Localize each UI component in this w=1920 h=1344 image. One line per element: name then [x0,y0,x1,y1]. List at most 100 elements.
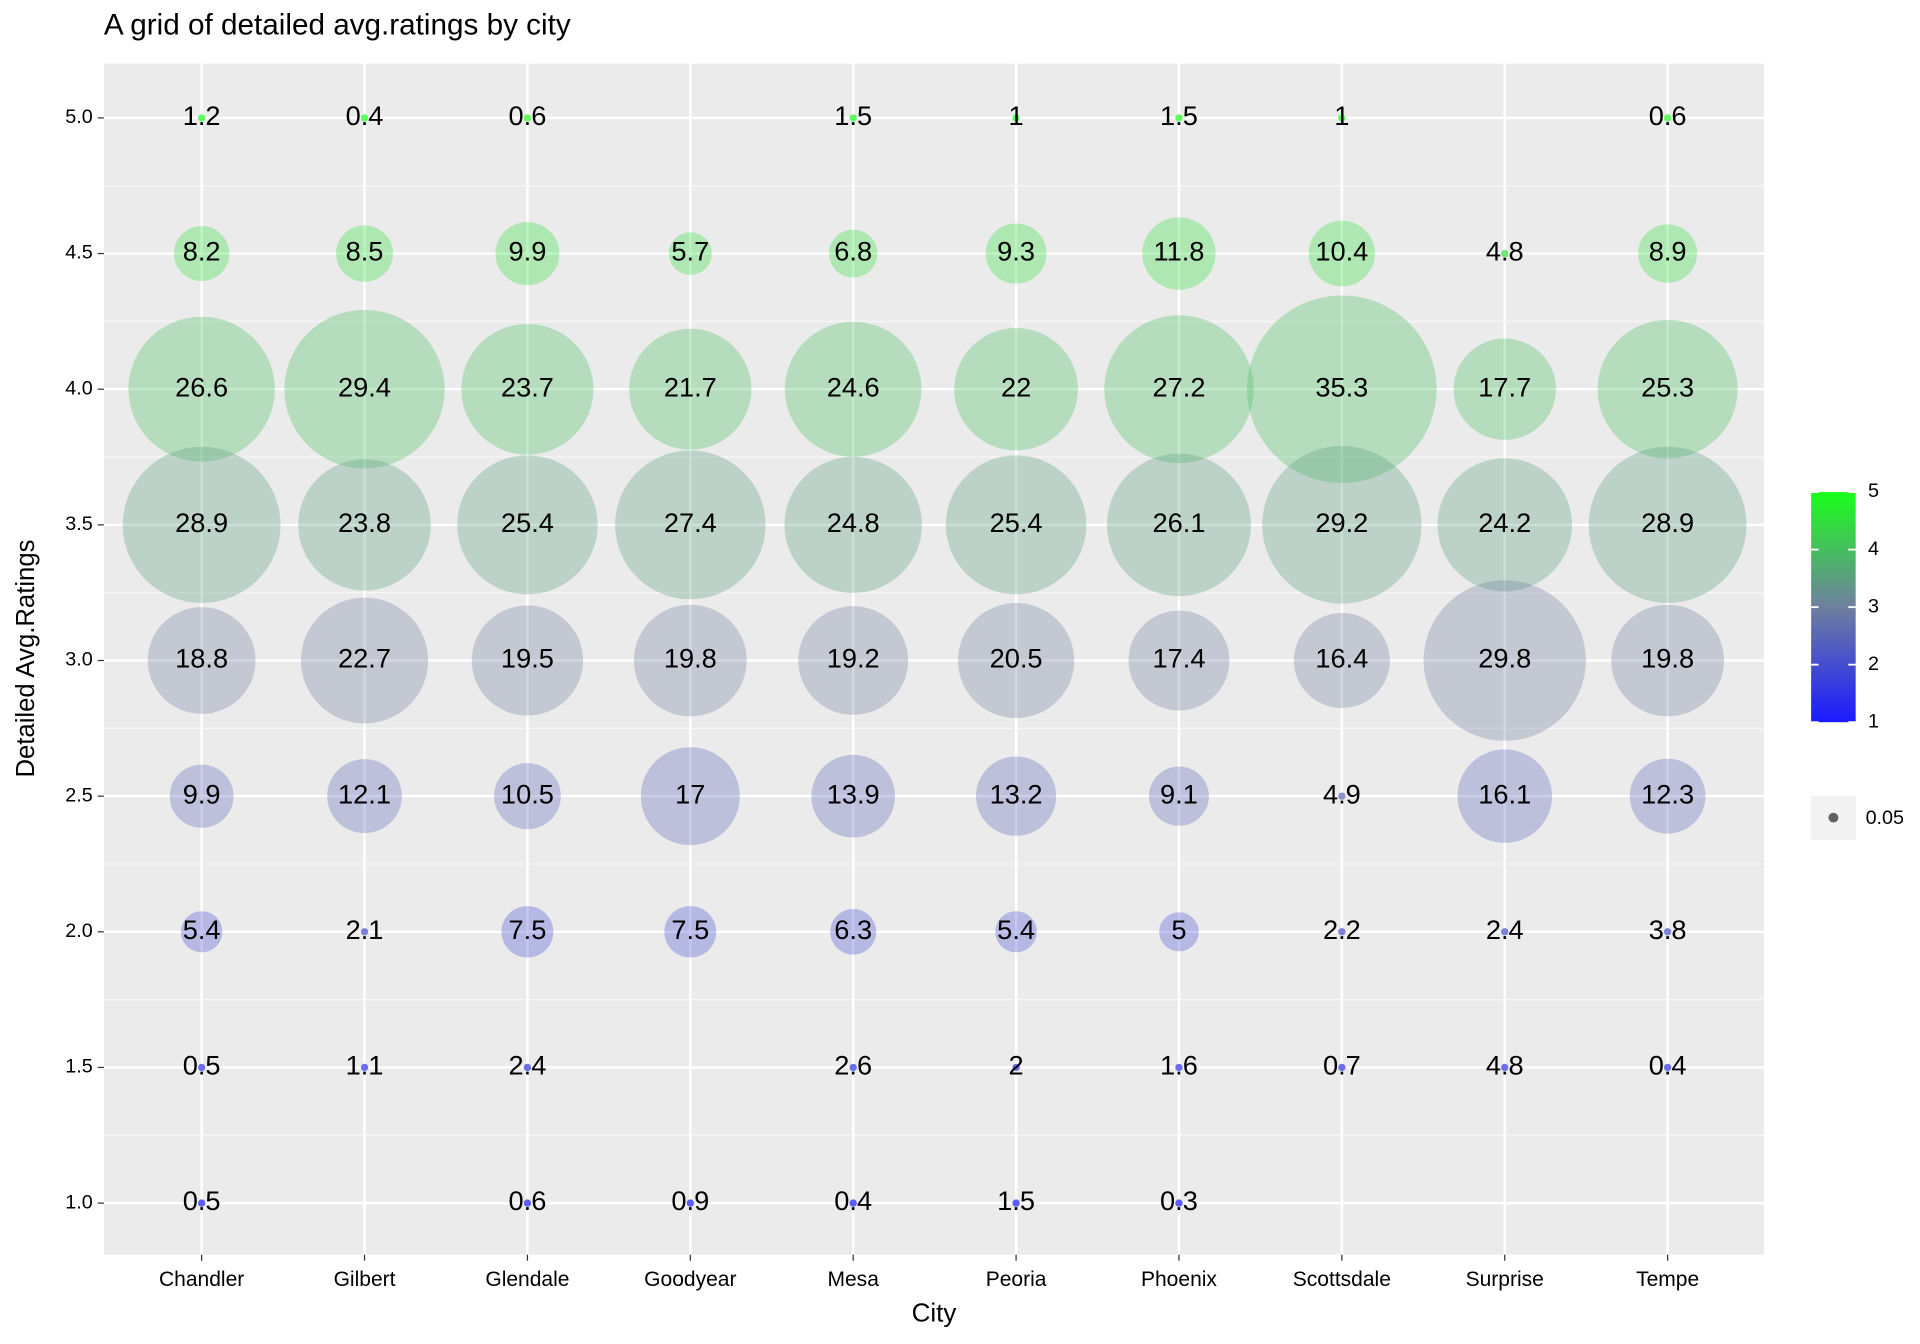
colorbar-label: 3 [1868,595,1879,617]
bubble [1012,1199,1020,1207]
chart-title: A grid of detailed avg.ratings by city [104,9,571,42]
data-label: 2.4 [509,1050,547,1081]
bubble [1338,792,1346,800]
data-label: 0.4 [1649,1050,1687,1081]
data-label: 4.9 [1323,778,1361,809]
data-label: 4.8 [1486,1050,1524,1081]
data-label: 8.5 [346,236,384,267]
bubble [336,225,393,282]
bubble [640,747,740,846]
bubble [1457,749,1553,843]
data-label: 2.6 [834,1050,872,1081]
bubble [668,232,712,275]
data-label: 13.2 [990,778,1043,809]
data-label: 11.8 [1153,236,1204,267]
y-tick-label: 5.0 [65,106,93,128]
bubble [197,1199,206,1207]
data-label: 26.6 [175,371,228,402]
data-label: 12.1 [338,778,391,809]
data-label: 5 [1171,914,1186,945]
data-label: 16.1 [1478,778,1531,809]
data-label: 0.4 [346,100,384,131]
bubble [360,928,369,936]
data-label: 22 [1001,371,1031,402]
y-axis-title: Detailed Avg.Ratings [12,540,40,778]
bubble [945,455,1087,595]
bubble [122,446,281,603]
x-axis-title: City [912,1300,957,1328]
data-label: 2.4 [1486,914,1524,945]
bubble [173,226,230,281]
data-label: 0.6 [1649,100,1687,131]
bubble [849,1199,857,1207]
data-label: 27.2 [1152,371,1205,402]
x-tick-label: Phoenix [1141,1268,1218,1291]
bubble [327,759,402,834]
bubble [633,604,747,717]
bubble [1128,610,1230,711]
data-label: 6.3 [834,914,872,945]
data-label: 5.4 [997,914,1035,945]
bubble [1308,220,1376,287]
data-label: 3.8 [1649,914,1687,945]
data-label: 0.5 [183,1050,221,1081]
bubble [985,223,1047,284]
y-tick-label: 1.5 [65,1056,93,1078]
bubble [1501,928,1509,936]
bubble [169,764,234,828]
data-label: 0.3 [1160,1185,1198,1216]
bubble [664,906,717,958]
bubble [523,1063,532,1072]
size-key-dot [1828,812,1839,823]
data-label: 13.9 [827,778,880,809]
data-label: 35.3 [1315,371,1368,402]
bubble [1142,217,1216,290]
bubble [1501,249,1509,258]
bubble [1338,114,1346,122]
x-tick-label: Peoria [986,1268,1047,1291]
data-label: 17 [675,778,705,809]
bubble [1159,912,1199,952]
data-label: 0.5 [183,1185,221,1216]
x-tick-label: Gilbert [334,1268,396,1291]
x-tick-label: Mesa [827,1268,879,1291]
data-label: 9.1 [1160,778,1198,809]
bubble [784,321,922,457]
data-label: 25.4 [990,507,1043,538]
x-tick-label: Scottsdale [1293,1268,1391,1291]
y-tick-label: 4.0 [65,377,93,399]
x-tick-label: Tempe [1636,1268,1699,1291]
bubble [461,323,594,455]
y-tick-label: 2.5 [65,784,93,806]
data-label: 21.7 [664,371,717,402]
bubble [615,450,766,600]
data-label: 2.2 [1323,914,1361,945]
bubble [1338,928,1346,936]
data-label: 9.3 [997,236,1035,267]
bubble [629,328,752,450]
data-label: 1.5 [1160,100,1198,131]
bubble [1338,1063,1346,1072]
bubble [494,763,561,830]
bubble [1175,1063,1183,1072]
size-legend-label: 0.05 [1866,807,1905,829]
bubble [1104,315,1254,464]
data-label: 24.2 [1478,507,1531,538]
bubble [811,754,896,838]
bubble [1629,758,1706,834]
data-label: 7.5 [509,914,547,945]
colorbar-label: 2 [1868,653,1879,675]
bubble [849,114,857,122]
bubble [1247,295,1437,483]
bubble [197,114,206,122]
bubble [147,607,256,714]
bubble [1175,1199,1183,1207]
y-tick-label: 3.5 [65,513,93,535]
bubble [523,1199,532,1207]
data-label: 8.2 [183,236,221,267]
bubble [954,328,1078,451]
bubble [849,1063,857,1072]
data-label: 16.4 [1315,643,1368,674]
data-label: 19.8 [664,643,717,674]
data-label: 1.5 [834,100,872,131]
